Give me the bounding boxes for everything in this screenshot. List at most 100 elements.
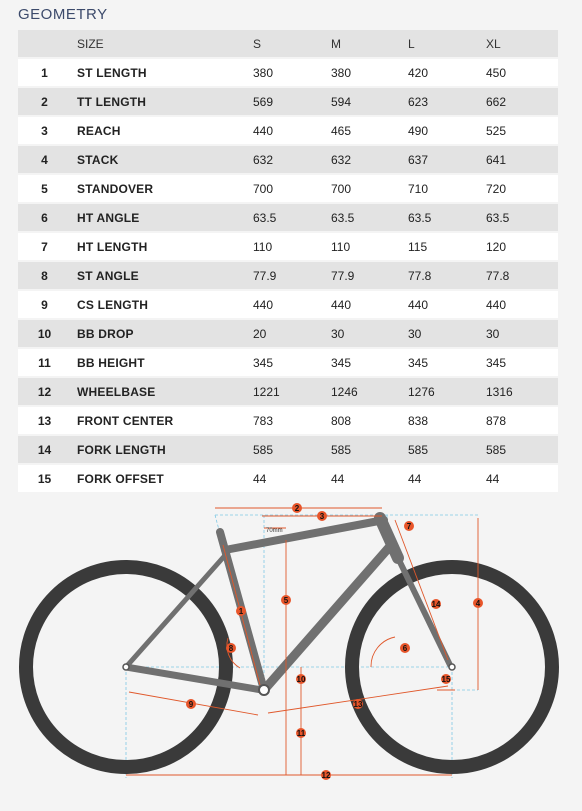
svg-text:13: 13 (354, 700, 363, 709)
size-value: 710 (402, 174, 480, 204)
size-value: 380 (325, 58, 402, 88)
svg-text:7: 7 (407, 522, 412, 531)
table-row: 5 STANDOVER 700 700 710 720 (18, 174, 558, 204)
svg-text:5: 5 (284, 596, 289, 605)
svg-text:9: 9 (189, 700, 194, 709)
size-value: 878 (480, 406, 558, 436)
size-value: 783 (247, 406, 325, 436)
size-value: 440 (247, 116, 325, 146)
row-number: 6 (18, 203, 71, 233)
svg-text:6: 6 (403, 644, 408, 653)
size-value: 525 (480, 116, 558, 146)
row-label: FORK LENGTH (71, 435, 247, 465)
row-label: FRONT CENTER (71, 406, 247, 436)
bike-frame (122, 512, 453, 695)
row-number: 5 (18, 174, 71, 204)
svg-text:1: 1 (239, 607, 244, 616)
size-value: 63.5 (325, 203, 402, 233)
row-number: 10 (18, 319, 71, 349)
size-value: 30 (402, 319, 480, 349)
table-row: 6 HT ANGLE 63.5 63.5 63.5 63.5 (18, 203, 558, 233)
front-axle (448, 663, 456, 671)
column-header-index (18, 30, 71, 59)
size-value: 585 (480, 435, 558, 465)
row-label: WHEELBASE (71, 377, 247, 407)
size-value: 490 (402, 116, 480, 146)
svg-text:8: 8 (229, 644, 234, 653)
row-label: TT LENGTH (71, 87, 247, 117)
size-value: 440 (480, 290, 558, 320)
table-row: 1 ST LENGTH 380 380 420 450 (18, 58, 558, 88)
size-value: 345 (247, 348, 325, 378)
callout-6: 6 (400, 643, 410, 653)
size-value: 585 (325, 435, 402, 465)
table-body: 1 ST LENGTH 380 380 420 450 2 TT LENGTH 569 594 62… (18, 58, 558, 494)
svg-text:11: 11 (297, 729, 306, 738)
size-value: 44 (480, 464, 558, 494)
row-number: 4 (18, 145, 71, 175)
rear-wheel (19, 560, 233, 774)
callout-13: 13 (353, 699, 363, 709)
row-number: 9 (18, 290, 71, 320)
size-value: 720 (480, 174, 558, 204)
table-row: 15 FORK OFFSET 44 44 44 44 (18, 464, 558, 494)
svg-text:4: 4 (476, 599, 481, 608)
size-value: 120 (480, 232, 558, 262)
callout-7: 7 (404, 521, 414, 531)
table-row: 10 BB DROP 20 30 30 30 (18, 319, 558, 349)
table-row: 4 STACK 632 632 637 641 (18, 145, 558, 175)
size-value: 345 (325, 348, 402, 378)
callout-8: 8 (226, 643, 236, 653)
callout-9: 9 (186, 699, 196, 709)
table-row: 2 TT LENGTH 569 594 623 662 (18, 87, 558, 117)
svg-text:3: 3 (320, 512, 325, 521)
size-value: 700 (325, 174, 402, 204)
size-value: 594 (325, 87, 402, 117)
table-row: 7 HT LENGTH 110 110 115 120 (18, 232, 558, 262)
size-value: 63.5 (480, 203, 558, 233)
size-value: 63.5 (402, 203, 480, 233)
size-value: 345 (402, 348, 480, 378)
size-value: 641 (480, 145, 558, 175)
column-header-size: SIZE (71, 30, 247, 59)
size-value: 1221 (247, 377, 325, 407)
geometry-table: SIZE S M L XL 1 ST LENGTH 380 380 420 450 2 TT … (18, 30, 558, 494)
size-value: 30 (480, 319, 558, 349)
row-label: HT LENGTH (71, 232, 247, 262)
size-value: 77.8 (480, 261, 558, 291)
size-value: 700 (247, 174, 325, 204)
rear-axle (122, 663, 130, 671)
svg-text:15: 15 (442, 675, 451, 684)
row-label: ST LENGTH (71, 58, 247, 88)
size-value: 450 (480, 58, 558, 88)
size-value: 110 (247, 232, 325, 262)
table-row: 3 REACH 440 465 490 525 (18, 116, 558, 146)
page-title: GEOMETRY (18, 6, 108, 23)
size-value: 585 (247, 435, 325, 465)
svg-text:12: 12 (322, 771, 331, 780)
size-value: 440 (402, 290, 480, 320)
svg-text:2: 2 (295, 504, 300, 513)
row-number: 2 (18, 87, 71, 117)
row-label: BB HEIGHT (71, 348, 247, 378)
size-value: 20 (247, 319, 325, 349)
row-number: 1 (18, 58, 71, 88)
offset-label: 70mm (266, 528, 283, 534)
column-header-l: L (402, 30, 480, 59)
row-number: 11 (18, 348, 71, 378)
table-row: 9 CS LENGTH 440 440 440 440 (18, 290, 558, 320)
size-value: 1316 (480, 377, 558, 407)
size-value: 77.9 (247, 261, 325, 291)
callout-1: 1 (236, 606, 246, 616)
size-value: 380 (247, 58, 325, 88)
row-number: 13 (18, 406, 71, 436)
row-label: FORK OFFSET (71, 464, 247, 494)
size-value: 440 (247, 290, 325, 320)
size-value: 420 (402, 58, 480, 88)
size-value: 63.5 (247, 203, 325, 233)
table-row: 14 FORK LENGTH 585 585 585 585 (18, 435, 558, 465)
size-value: 569 (247, 87, 325, 117)
size-value: 77.9 (325, 261, 402, 291)
bottom-bracket (258, 684, 270, 696)
table-header-row: SIZE S M L XL (18, 30, 558, 59)
